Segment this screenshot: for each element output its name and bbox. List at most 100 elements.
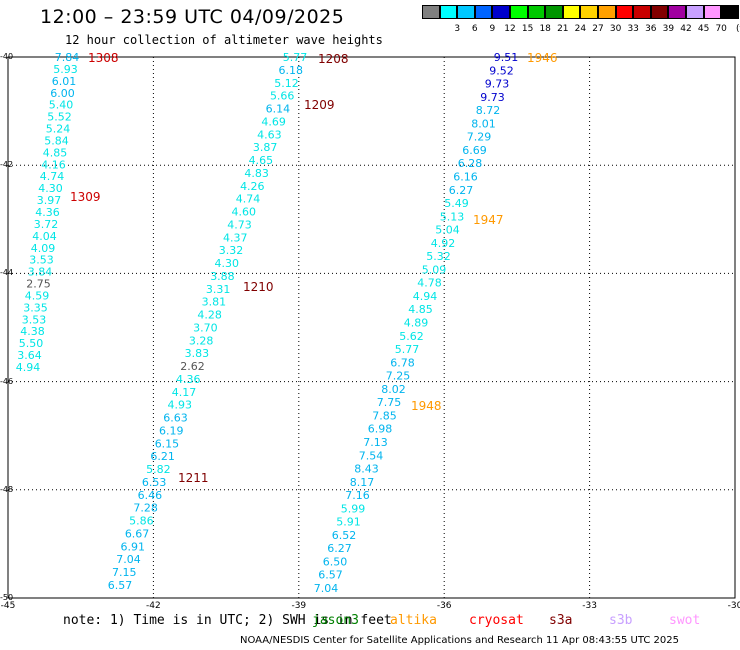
swh-value: 5.12 <box>274 77 299 90</box>
legend-label: 24 <box>574 24 587 34</box>
swh-value: 7.16 <box>345 489 370 502</box>
swh-value: 6.28 <box>458 157 483 170</box>
swh-value: 3.35 <box>23 301 48 314</box>
legend-swatch <box>721 5 739 19</box>
swh-value: 4.74 <box>236 193 261 206</box>
legend-swatch <box>527 5 546 19</box>
legend-label: 21 <box>557 24 569 34</box>
legend-label: 18 <box>539 24 551 34</box>
lat-tick-label: -42 <box>0 160 14 170</box>
swh-value: 5.77 <box>395 343 420 356</box>
legend-swatch <box>615 5 634 19</box>
swh-value: 3.88 <box>210 270 235 283</box>
legend-swatch <box>650 5 669 19</box>
swh-value: 7.85 <box>372 409 397 422</box>
swh-value: 5.77 <box>283 51 308 64</box>
legend-label: 12 <box>504 24 516 34</box>
lon-tick-label: -33 <box>582 601 597 611</box>
swh-value: 5.50 <box>19 337 44 350</box>
swh-value: 4.93 <box>168 399 193 412</box>
satellite-label: altika <box>390 613 437 628</box>
satellite-label: cryosat <box>469 613 524 628</box>
legend-swatch <box>492 5 510 19</box>
swh-value: 5.09 <box>422 263 447 276</box>
legend-unit: (ft) <box>736 24 740 34</box>
swh-value: 5.32 <box>426 250 451 263</box>
lon-tick-label: -30 <box>727 601 740 611</box>
swh-value: 5.66 <box>270 90 295 103</box>
swh-value: 4.36 <box>35 206 60 219</box>
satellite-label: s3b <box>609 613 633 628</box>
swh-value: 3.84 <box>28 266 53 279</box>
page-subtitle: 12 hour collection of altimeter wave hei… <box>65 33 383 47</box>
swh-value: 6.19 <box>159 424 184 437</box>
swh-value: 3.28 <box>189 334 214 347</box>
swh-value: 4.37 <box>223 231 248 244</box>
lon-tick-label: -36 <box>436 601 452 611</box>
swh-value: 2.62 <box>180 360 205 373</box>
lat-tick-label: -50 <box>0 593 14 602</box>
swh-value: 6.46 <box>138 489 163 502</box>
track-time-label: 1211 <box>178 471 209 485</box>
lat-tick-label: -46 <box>0 376 14 386</box>
legend-swatch <box>633 5 651 19</box>
swh-value: 9.73 <box>485 78 510 91</box>
swh-value: 4.30 <box>214 257 239 270</box>
swh-value: 5.24 <box>46 123 71 136</box>
swh-value: 9.73 <box>480 91 505 104</box>
swh-value: 3.53 <box>29 254 54 267</box>
swh-value: 7.54 <box>359 449 384 462</box>
swh-value: 4.17 <box>172 386 197 399</box>
swh-value: 6.18 <box>278 64 303 77</box>
legend-label: 45 <box>697 24 710 34</box>
track-time-label: 1947 <box>473 213 504 227</box>
swh-value: 3.31 <box>206 283 231 296</box>
track-time-label: 1309 <box>70 190 101 204</box>
legend-swatch <box>474 5 493 19</box>
track-time-label: 1308 <box>88 51 119 65</box>
swh-value: 6.50 <box>323 555 348 568</box>
legend-swatch <box>562 5 581 19</box>
swh-value: 4.73 <box>227 218 252 231</box>
swh-value: 7.04 <box>314 582 339 595</box>
swh-value: 4.78 <box>417 277 442 290</box>
legend-swatch <box>545 5 563 19</box>
swh-value: 8.72 <box>476 104 501 117</box>
footer-credit: NOAA/NESDIS Center for Satellite Applica… <box>240 635 679 646</box>
swh-value: 6.27 <box>327 542 352 555</box>
swh-value: 3.64 <box>17 349 42 362</box>
swh-value: 4.30 <box>38 182 63 195</box>
legend-label: 36 <box>645 24 657 34</box>
swh-value: 8.17 <box>350 476 375 489</box>
swh-value: 4.63 <box>257 128 282 141</box>
swh-value: 5.91 <box>336 516 361 529</box>
swh-value: 3.87 <box>253 141 278 154</box>
swh-value: 4.74 <box>40 170 65 183</box>
swh-value: 4.83 <box>244 167 269 180</box>
swh-value: 6.16 <box>453 170 478 183</box>
swh-value: 6.14 <box>266 103 291 116</box>
legend-label: 27 <box>592 24 604 34</box>
swh-value: 6.57 <box>108 579 133 592</box>
legend-swatch <box>439 5 458 19</box>
swh-value: 6.15 <box>155 437 180 450</box>
swh-value: 4.65 <box>249 154 274 167</box>
swh-value: 6.67 <box>125 527 150 540</box>
legend-swatch <box>703 5 722 19</box>
swh-value: 5.82 <box>146 463 171 476</box>
swh-value: 3.83 <box>185 347 210 360</box>
swh-value: 4.89 <box>404 317 429 330</box>
satellite-label: jason3 <box>312 613 359 628</box>
legend-label: 33 <box>627 24 639 34</box>
swh-value: 5.62 <box>399 330 424 343</box>
swh-value: 7.75 <box>377 396 402 409</box>
legend-label: 3 <box>454 24 461 34</box>
swh-value: 4.85 <box>43 146 68 159</box>
legend-label: 30 <box>609 24 622 34</box>
swh-value: 4.16 <box>41 158 66 171</box>
swh-value: 7.28 <box>133 502 158 515</box>
swh-value: 4.59 <box>25 289 50 302</box>
legend-swatch <box>598 5 616 19</box>
legend-swatch <box>422 5 440 19</box>
